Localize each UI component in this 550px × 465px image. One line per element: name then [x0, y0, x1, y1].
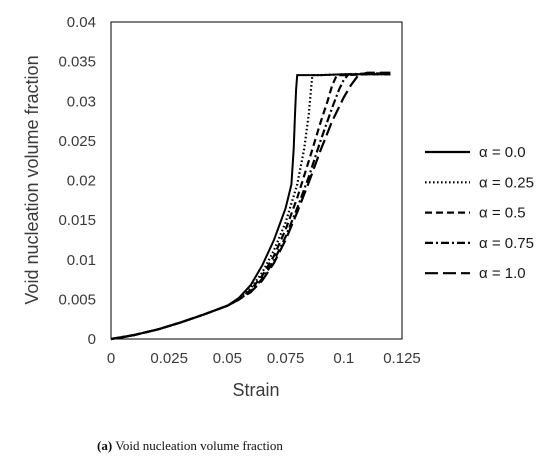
x-tick-labels: 0 0.025 0.05 0.075 0.1 0.125 — [107, 350, 421, 367]
legend-label: α = 0.75 — [479, 235, 534, 252]
y-tick-label: 0.04 — [67, 14, 96, 31]
y-tick-label: 0.01 — [67, 252, 96, 269]
y-tick-label: 0.03 — [67, 93, 96, 110]
x-tick-label: 0.025 — [150, 350, 188, 367]
y-tick-label: 0 — [88, 331, 96, 348]
plot-area — [110, 21, 403, 340]
series-line — [110, 73, 391, 341]
series-lines — [110, 71, 391, 341]
series-line — [110, 72, 391, 341]
caption-tag: (a) — [97, 438, 113, 453]
legend-label: α = 0.5 — [479, 205, 526, 222]
y-tick-label: 0.005 — [58, 291, 96, 308]
series-line — [110, 71, 391, 341]
x-tick-label: 0 — [107, 350, 115, 367]
series-line — [110, 73, 391, 341]
caption-text: Void nucleation volume fraction — [115, 438, 283, 453]
y-tick-label: 0.02 — [67, 173, 96, 190]
legend-label: α = 0.0 — [479, 144, 526, 161]
legend-label: α = 1.0 — [479, 265, 526, 282]
x-tick-label: 0.125 — [383, 350, 421, 367]
x-tick-label: 0.1 — [333, 350, 354, 367]
y-tick-label: 0.015 — [58, 212, 96, 229]
x-axis-title: Strain — [232, 380, 279, 400]
figure-caption: (a) Void nucleation volume fraction — [97, 438, 283, 454]
series-line — [110, 73, 391, 340]
legend-label: α = 0.25 — [479, 174, 534, 191]
y-tick-labels: 0 0.005 0.01 0.015 0.02 0.025 0.03 0.035 0.04 — [58, 14, 96, 348]
y-axis-title: Void nucleation volume fraction — [22, 55, 42, 304]
x-tick-label: 0.075 — [267, 350, 305, 367]
legend: α = 0.0 α = 0.25 α = 0.5 α = 0.75 α = 1.0 — [425, 144, 534, 282]
y-tick-label: 0.035 — [58, 54, 96, 71]
x-tick-label: 0.05 — [213, 350, 242, 367]
y-tick-label: 0.025 — [58, 133, 96, 150]
